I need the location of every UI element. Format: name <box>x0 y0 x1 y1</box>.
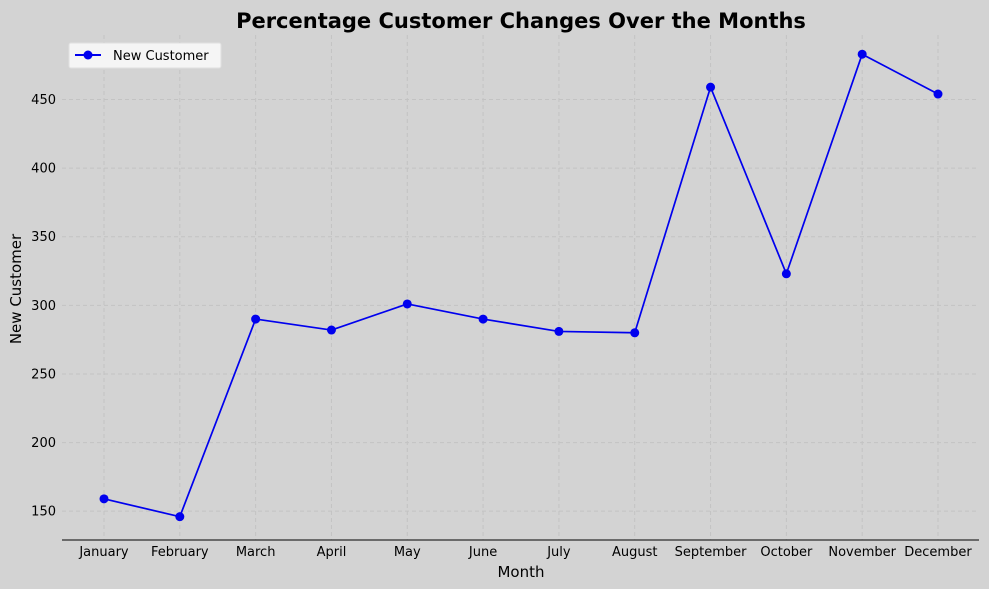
data-point <box>554 326 564 336</box>
data-point <box>478 314 488 324</box>
chart-title: Percentage Customer Changes Over the Mon… <box>236 9 806 33</box>
series <box>99 49 943 522</box>
y-tick-label: 400 <box>31 162 56 177</box>
x-tick-label: January <box>78 545 129 560</box>
x-tick-label: April <box>317 545 347 560</box>
x-tick-label: September <box>675 545 748 560</box>
legend-box <box>68 42 222 69</box>
x-tick-label: July <box>546 545 571 560</box>
y-tick-label: 450 <box>31 93 56 108</box>
x-tick-label: August <box>612 545 658 560</box>
y-tick-label: 150 <box>31 505 56 520</box>
data-point <box>175 512 185 522</box>
y-tick-label: 350 <box>31 230 56 245</box>
data-point <box>402 299 412 309</box>
data-point <box>326 325 336 335</box>
legend-point-marker <box>83 50 93 60</box>
data-point <box>630 328 640 338</box>
grid <box>62 35 979 540</box>
x-axis-label: Month <box>497 563 544 581</box>
x-tick-label: December <box>904 545 972 560</box>
x-tick-label: February <box>151 545 209 560</box>
series-line <box>103 53 939 518</box>
tick-labels: January February March April May June July Augu… <box>31 93 972 560</box>
data-point <box>706 82 716 92</box>
y-tick-label: 200 <box>31 436 56 451</box>
data-point <box>251 314 261 324</box>
y-tick-label: 250 <box>31 367 56 382</box>
data-point <box>933 89 943 99</box>
x-tick-label: March <box>236 545 276 560</box>
legend-label: New Customer <box>113 49 209 64</box>
x-tick-label: November <box>828 545 896 560</box>
x-tick-label: May <box>394 545 421 560</box>
data-point <box>781 269 791 279</box>
x-tick-label: October <box>760 545 813 560</box>
data-point <box>99 494 109 504</box>
y-axis-label: New Customer <box>7 233 25 344</box>
x-tick-label: June <box>468 545 497 560</box>
y-tick-label: 300 <box>31 299 56 314</box>
data-point <box>857 49 867 59</box>
legend: New Customer <box>68 42 222 69</box>
